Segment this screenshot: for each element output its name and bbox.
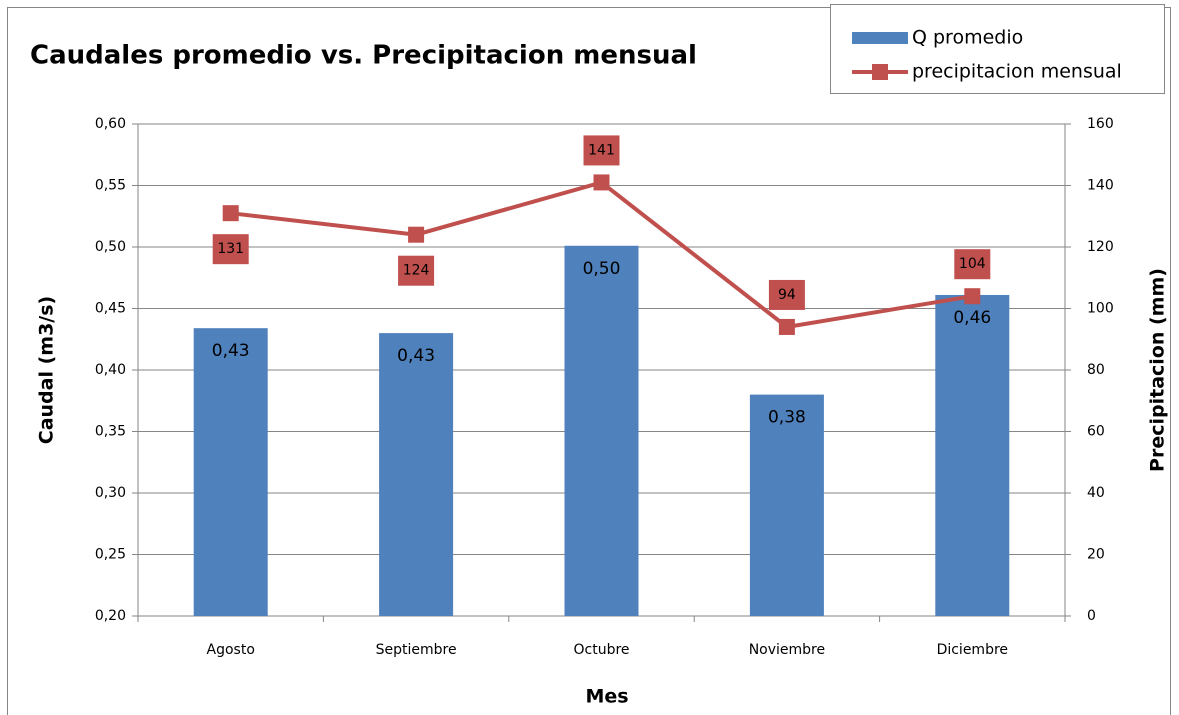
line-marker — [964, 288, 981, 305]
y2-tick-label: 140 — [1087, 178, 1114, 194]
y-tick-label: 0,25 — [95, 547, 126, 563]
bar-value-label: 0,50 — [583, 259, 621, 279]
legend-label: precipitacion mensual — [912, 61, 1122, 83]
bar — [749, 394, 824, 616]
y-tick-label: 0,40 — [95, 362, 126, 378]
data-label: 131 — [217, 241, 244, 257]
x-tick-label: Octubre — [573, 642, 629, 658]
data-label-box — [398, 255, 435, 286]
data-label: 104 — [959, 256, 986, 272]
bar — [564, 245, 639, 616]
x-tick-label: Noviembre — [749, 642, 825, 658]
x-tick-label: Agosto — [207, 642, 255, 658]
legend-label: Q promedio — [912, 27, 1023, 49]
y-axis-title: Caudal (m3/s) — [36, 296, 58, 444]
y2-tick-label: 120 — [1087, 239, 1114, 255]
y2-tick-label: 100 — [1087, 301, 1114, 317]
y2-axis-title: Precipitacion (mm) — [1147, 268, 1169, 472]
data-label: 141 — [588, 142, 615, 158]
y2-tick-label: 40 — [1087, 485, 1105, 501]
bar-value-label: 0,43 — [212, 341, 250, 361]
y-tick-label: 0,30 — [95, 485, 126, 501]
line-marker — [778, 318, 795, 335]
y2-tick-label: 0 — [1087, 608, 1096, 624]
bar — [193, 328, 268, 616]
x-tick-label: Diciembre — [937, 642, 1008, 658]
bar-value-label: 0,43 — [397, 346, 435, 366]
bar — [935, 294, 1010, 616]
y-tick-label: 0,35 — [95, 424, 126, 440]
y-tick-label: 0,60 — [95, 116, 126, 132]
bar — [379, 333, 454, 616]
bar-value-label: 0,38 — [768, 408, 806, 428]
data-label: 124 — [403, 263, 430, 279]
line-marker — [408, 226, 425, 243]
data-label-box — [954, 249, 991, 280]
y2-tick-label: 60 — [1087, 424, 1105, 440]
data-label-box — [768, 279, 805, 310]
y-tick-label: 0,50 — [95, 239, 126, 255]
y-tick-label: 0,55 — [95, 178, 126, 194]
legend: Q promedio precipitacion mensual — [830, 4, 1165, 94]
chart-title: Caudales promedio vs. Precipitacion mens… — [30, 41, 697, 71]
data-label: 94 — [778, 287, 796, 303]
data-label-box — [212, 234, 249, 265]
legend-swatch — [852, 32, 908, 44]
legend-marker — [872, 64, 888, 80]
line-marker — [593, 174, 610, 191]
y2-tick-label: 80 — [1087, 362, 1105, 378]
line-marker — [222, 205, 239, 222]
y2-tick-label: 160 — [1087, 116, 1114, 132]
y-tick-label: 0,20 — [95, 608, 126, 624]
y2-tick-label: 20 — [1087, 547, 1105, 563]
data-label-box — [583, 135, 620, 166]
y-tick-label: 0,45 — [95, 301, 126, 317]
x-axis-title: Mes — [585, 686, 628, 708]
x-tick-label: Septiembre — [376, 642, 457, 658]
bar-value-label: 0,46 — [953, 308, 991, 328]
